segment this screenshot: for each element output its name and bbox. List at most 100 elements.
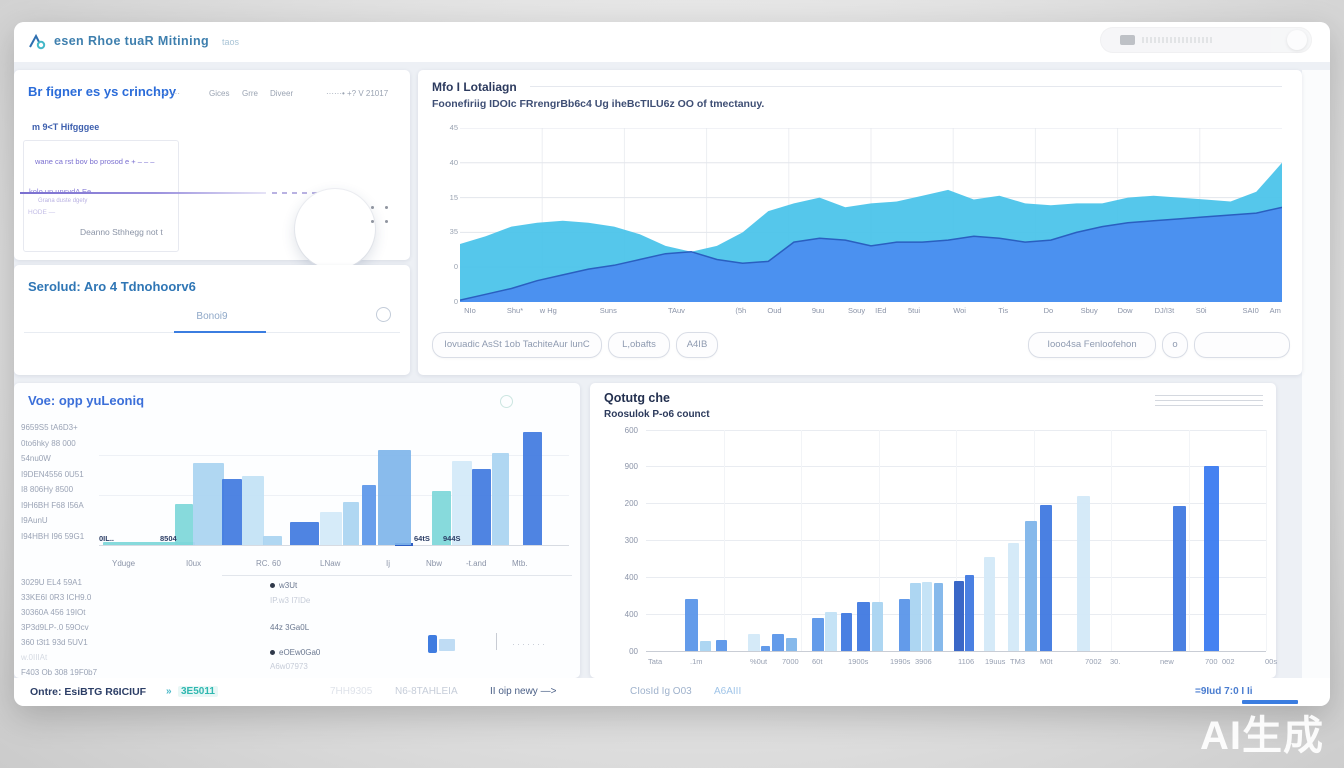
search-icon [1120,35,1135,45]
empty-input[interactable] [1194,332,1290,358]
panel-bar-chart: Qotutg che Roosulok P-o6 counct 600 900 20… [590,383,1277,678]
bar [922,582,932,651]
filter-button-1[interactable]: Iovuadic AsSt 1ob TachiteAur lunC [432,332,602,358]
legend-dot-icon [270,650,275,656]
x-tick-label: TAuv [667,306,685,315]
bar [910,583,921,651]
option-button[interactable]: o [1162,332,1188,358]
area-chart-subtitle: Foonefiriig IDOIc FRrengrBb6c4 Ug iheBcT… [432,98,765,110]
annotation-line-4: HODE — [28,209,56,216]
tab-bonoi9[interactable]: Bonoi9 [196,311,228,322]
filter-button-2[interactable]: L,obafts [608,332,670,358]
scatter-dot [371,220,374,223]
x-tick-label: DJ/I3t [1154,306,1175,315]
bar [772,634,784,651]
legend-item-2[interactable]: Grre [242,89,258,98]
x-tick-label: %0ut [750,657,768,666]
refresh-icon[interactable] [376,307,391,322]
legend-item: w3Ut [270,581,297,590]
x-tick-label: Sbuy [1080,306,1098,315]
gridline [99,455,569,456]
area-chart-y-axis: 45 40 15 35 0 0 [432,122,458,306]
legend-item: IP.w3 I7IDe [270,596,311,605]
y-tick-label: 900 [624,462,638,471]
bar [1204,466,1219,651]
app-title-tag: taos [222,37,240,47]
y-tick-label: 15 [449,192,458,202]
grouped-bar-chart: Yduge I0ux RC. 60 LNaw Ij Nbw -t.and Mtb. 0IL.. 8… [14,383,580,678]
bar [103,542,195,545]
range-button[interactable]: Iooo4sa Fenloofehon [1028,332,1156,358]
legend-item: A6w07973 [270,662,308,671]
x-tick-label: RC. 60 [256,559,281,568]
status-center-2[interactable]: A6AIII [714,686,742,697]
x-tick-label: S0i [1195,306,1207,315]
y-tick-label: 600 [624,426,638,435]
filter-button-3[interactable]: A4IB [676,332,718,358]
bar [761,646,770,651]
gridline [99,495,569,496]
panel-summary-sublabel: m 9<T Hifgggee [32,122,100,132]
scatter-dot [385,206,388,209]
stripe-line [1155,400,1263,401]
panel-summary: Br figner es ys crinchpy ········· Gices… [14,70,410,269]
scatter-dot [371,206,374,209]
search-submit-button[interactable] [1287,30,1307,50]
bar [1077,496,1090,651]
annotation-line-3: Grana duste dgety [38,198,88,204]
x-tick-label: M0t [1040,657,1053,666]
right-gutter [1302,70,1330,678]
list-item: F403 Ob 308 19F0b7 [21,668,98,677]
area-chart-plot [459,127,1283,303]
main-window: esen Rhoe tuaR Mitining taos Br figner e… [14,22,1330,706]
x-tick-label: SAI0 [1242,306,1259,315]
x-tick-label: Oud [767,306,782,315]
x-tick-label: Do [1043,306,1054,315]
axis-mark-label: 944S [443,534,461,543]
bar [1173,506,1186,651]
bar [685,599,698,651]
x-tick-label: 002 [1222,657,1235,666]
bar [222,479,242,545]
gridline-vertical [723,430,725,651]
divider-tick [496,633,497,650]
chevron-icon: » [166,686,172,697]
x-tick-label: I0ux [186,559,202,568]
x-tick-label: 1990s [890,657,911,666]
stripe-line [1155,405,1263,406]
panel-options-icon[interactable] [500,395,513,408]
status-link-next[interactable]: II oip newy —> [490,686,557,697]
gridline-vertical [878,430,880,651]
x-tick-label: Suns [599,306,617,315]
status-left-label: Ontre: EsiBTG R6ICIUF [30,686,147,698]
x-tick-label: Woi [953,306,966,315]
footnote-dots: ······· [512,639,547,649]
axis-mark-label: 8504 [160,534,177,543]
stripe-line [1155,395,1263,396]
list-item: 9659S5 tA6D3+ [21,423,78,432]
x-tick-label: IEd [875,306,887,315]
y-tick-label: 45 [449,123,458,132]
list-item: I94HBH I96 59G1 [21,531,85,541]
area-chart-x-axis: NIo Shu* w Hg Suns TAuv (5h Oud 9uu Souy IEd 5tui W… [460,306,1282,318]
gridline-vertical [1111,430,1112,651]
list-item: I8 806Hy 8500 [21,485,74,494]
bar [193,463,224,545]
annotation-line-2: kolo un unsvdA Ee [29,187,91,196]
legend-item-3[interactable]: Diveer [270,89,294,98]
legend-dot-icon [270,583,275,589]
x-axis-line [99,545,569,546]
panel-summary-title: Br figner es ys crinchpy [28,84,177,99]
legend-item-1[interactable]: Gices [209,89,230,98]
bar [378,450,411,545]
list-item: w.0IIIAt [21,653,48,662]
app-logo-icon [29,33,46,50]
annotation-box: wane ca rst bov bo prosod e + – – – kolo… [23,140,179,252]
bar [857,602,870,651]
x-tick-label: 9uu [811,306,825,315]
donut-chart-placeholder [295,189,375,269]
series-blue-line [459,206,1283,301]
legend-separator [222,575,572,576]
search-input[interactable] [1100,27,1312,53]
bar [984,557,995,651]
